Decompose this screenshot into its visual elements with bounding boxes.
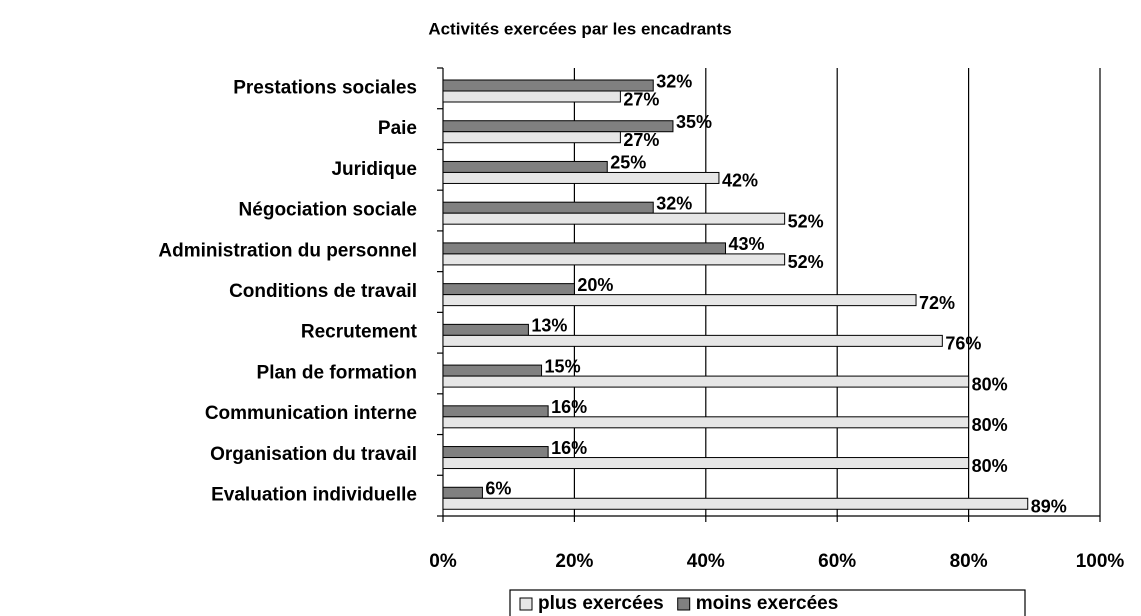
bar bbox=[442, 323, 529, 336]
bar bbox=[442, 294, 917, 307]
value-label: 42% bbox=[722, 171, 758, 191]
bar bbox=[442, 283, 575, 296]
value-label: 72% bbox=[919, 293, 955, 313]
x-tick-label: 80% bbox=[950, 551, 988, 572]
x-tick-label: 100% bbox=[1076, 551, 1125, 572]
x-tick-label: 60% bbox=[818, 551, 856, 572]
bar bbox=[442, 364, 543, 377]
bar bbox=[442, 446, 549, 459]
bar bbox=[442, 405, 549, 418]
bar bbox=[442, 242, 727, 255]
value-label: 6% bbox=[485, 479, 511, 499]
bar bbox=[442, 497, 1029, 510]
bar bbox=[442, 131, 621, 144]
value-label: 16% bbox=[551, 438, 587, 458]
y-tick-label: Administration du personnel bbox=[158, 240, 417, 261]
y-tick-label: Organisation du travail bbox=[210, 444, 417, 465]
y-tick-label: Prestations sociales bbox=[233, 77, 417, 98]
value-label: 20% bbox=[577, 275, 613, 295]
value-label: 80% bbox=[972, 374, 1008, 394]
value-label: 15% bbox=[545, 356, 581, 376]
legend-box bbox=[509, 589, 1026, 616]
legend-label: plus exercées bbox=[538, 593, 664, 614]
x-tick-label: 40% bbox=[687, 551, 725, 572]
x-tick-label: 20% bbox=[555, 551, 593, 572]
value-label: 43% bbox=[729, 234, 765, 254]
value-label: 52% bbox=[788, 211, 824, 231]
bar bbox=[442, 171, 720, 184]
y-tick-label: Recrutement bbox=[301, 322, 418, 343]
y-tick-label: Juridique bbox=[331, 159, 417, 180]
value-label: 27% bbox=[623, 89, 659, 109]
bar bbox=[442, 375, 970, 388]
bar bbox=[442, 457, 970, 470]
value-label: 13% bbox=[531, 316, 567, 336]
value-label: 27% bbox=[623, 130, 659, 150]
legend-swatch bbox=[519, 597, 533, 611]
bar bbox=[442, 416, 970, 429]
value-label: 25% bbox=[610, 153, 646, 173]
bar bbox=[442, 160, 608, 173]
value-label: 80% bbox=[972, 456, 1008, 476]
bar bbox=[442, 334, 943, 347]
y-tick-label: Plan de formation bbox=[257, 362, 417, 383]
value-label: 32% bbox=[656, 193, 692, 213]
x-tick-label: 0% bbox=[429, 551, 457, 572]
value-label: 16% bbox=[551, 397, 587, 417]
chart-title: Activités exercées par les encadrants bbox=[428, 19, 731, 38]
value-label: 76% bbox=[945, 334, 981, 354]
y-tick-label: Négociation sociale bbox=[239, 200, 417, 221]
y-tick-label: Conditions de travail bbox=[229, 281, 417, 302]
bar bbox=[442, 79, 654, 92]
value-label: 80% bbox=[972, 415, 1008, 435]
y-tick-label: Paie bbox=[378, 118, 417, 139]
y-tick-label: Communication interne bbox=[205, 403, 417, 424]
bar bbox=[442, 486, 483, 499]
bar bbox=[442, 253, 786, 266]
bar bbox=[442, 90, 621, 103]
value-label: 52% bbox=[788, 252, 824, 272]
bar bbox=[442, 212, 786, 225]
value-label: 89% bbox=[1031, 497, 1067, 517]
bar bbox=[442, 201, 654, 214]
legend-label: moins exercées bbox=[696, 593, 839, 614]
value-label: 32% bbox=[656, 71, 692, 91]
y-tick-label: Evaluation individuelle bbox=[211, 485, 417, 506]
value-label: 35% bbox=[676, 112, 712, 132]
legend-swatch bbox=[677, 597, 691, 611]
